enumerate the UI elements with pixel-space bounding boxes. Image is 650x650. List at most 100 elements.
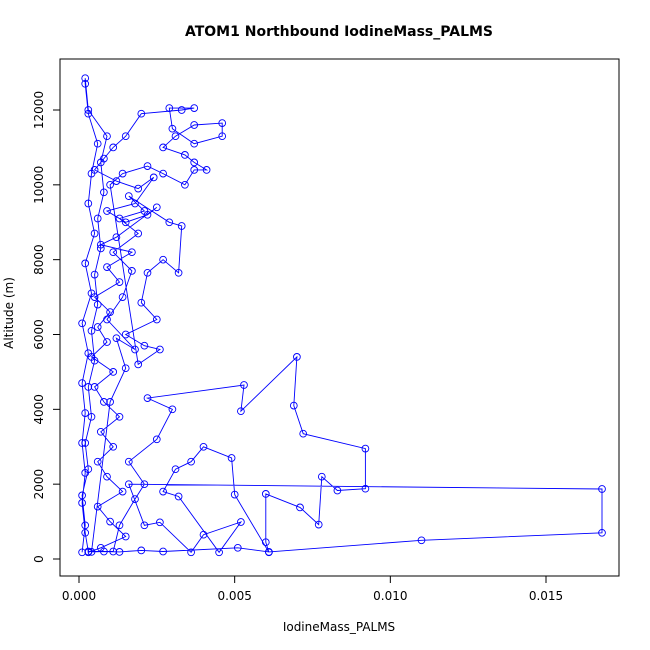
y-tick-label: 4000 bbox=[32, 394, 46, 425]
data-point bbox=[299, 429, 308, 438]
data-point bbox=[159, 143, 167, 152]
data-point bbox=[168, 405, 177, 414]
data-point bbox=[296, 503, 304, 512]
data-point bbox=[115, 521, 124, 530]
data-point bbox=[115, 214, 124, 223]
data-point bbox=[293, 353, 301, 361]
data-point bbox=[333, 486, 342, 495]
data-point bbox=[181, 180, 189, 189]
data-point bbox=[84, 109, 93, 118]
data-point bbox=[118, 293, 127, 301]
data-point bbox=[87, 548, 96, 556]
data-point bbox=[261, 490, 270, 498]
data-point bbox=[115, 548, 124, 556]
data-point bbox=[140, 480, 149, 489]
data-point bbox=[177, 106, 186, 114]
data-point bbox=[78, 548, 86, 557]
data-point bbox=[81, 528, 90, 537]
data-point bbox=[78, 319, 86, 328]
x-tick-label: 0.005 bbox=[217, 589, 251, 603]
y-tick-label: 10000 bbox=[32, 166, 46, 204]
data-point bbox=[109, 368, 118, 376]
data-point bbox=[598, 485, 606, 493]
data-point bbox=[152, 203, 161, 212]
data-point bbox=[93, 214, 102, 223]
data-point bbox=[100, 154, 108, 163]
data-point bbox=[109, 143, 118, 152]
data-point bbox=[361, 444, 370, 453]
data-point bbox=[140, 521, 149, 530]
y-tick-label: 8000 bbox=[32, 244, 46, 275]
data-point bbox=[96, 427, 105, 436]
data-point bbox=[78, 499, 86, 507]
data-point bbox=[143, 394, 152, 402]
data-point bbox=[143, 162, 152, 170]
data-point bbox=[90, 293, 99, 301]
y-axis-label: Altitude (m) bbox=[2, 277, 16, 349]
data-point bbox=[90, 166, 99, 174]
data-point bbox=[159, 487, 167, 496]
data-point bbox=[112, 334, 121, 343]
data-point bbox=[103, 472, 111, 481]
data-point bbox=[134, 229, 143, 238]
data-point bbox=[87, 326, 96, 335]
data-point bbox=[218, 119, 227, 127]
data-point bbox=[174, 268, 183, 277]
x-tick-label: 0.000 bbox=[62, 589, 96, 603]
y-tick-label: 6000 bbox=[32, 319, 46, 350]
data-point bbox=[190, 158, 199, 167]
data-point bbox=[115, 412, 124, 421]
data-point bbox=[202, 166, 211, 174]
data-point bbox=[96, 240, 105, 249]
data-point bbox=[124, 480, 133, 489]
data-point bbox=[84, 548, 93, 557]
data-point bbox=[317, 472, 326, 481]
plot-frame bbox=[59, 58, 620, 577]
data-point bbox=[121, 364, 130, 373]
data-point bbox=[171, 132, 180, 141]
y-tick-label: 12000 bbox=[32, 91, 46, 129]
data-point bbox=[159, 169, 167, 178]
data-point bbox=[156, 345, 164, 354]
data-point bbox=[124, 192, 133, 200]
data-point bbox=[81, 74, 90, 83]
data-point bbox=[118, 487, 127, 496]
data-point bbox=[81, 259, 90, 268]
data-point bbox=[190, 104, 199, 112]
data-point bbox=[109, 547, 118, 556]
data-point bbox=[215, 548, 223, 557]
data-point bbox=[361, 484, 370, 493]
data-point bbox=[128, 248, 136, 257]
data-point bbox=[190, 166, 199, 174]
data-point bbox=[90, 229, 99, 238]
data-point bbox=[314, 520, 323, 529]
series-layer bbox=[78, 74, 606, 557]
x-tick-label: 0.015 bbox=[529, 589, 563, 603]
data-point bbox=[93, 502, 102, 511]
data-point bbox=[103, 132, 111, 141]
data-point bbox=[165, 218, 174, 227]
data-point bbox=[124, 457, 133, 466]
data-point bbox=[81, 469, 90, 477]
data-point bbox=[84, 199, 93, 208]
data-point bbox=[96, 244, 105, 253]
data-point bbox=[78, 439, 86, 447]
data-point bbox=[103, 263, 111, 271]
data-point bbox=[121, 532, 130, 541]
data-point bbox=[106, 180, 114, 189]
data-point bbox=[118, 169, 127, 178]
data-point bbox=[84, 383, 93, 391]
data-point bbox=[149, 173, 158, 182]
data-point bbox=[159, 547, 167, 556]
data-point bbox=[598, 528, 606, 537]
data-point bbox=[109, 442, 118, 451]
data-point bbox=[190, 139, 199, 148]
data-point bbox=[181, 151, 189, 159]
data-point bbox=[109, 248, 118, 257]
data-point bbox=[289, 401, 298, 410]
data-point bbox=[84, 106, 93, 114]
data-point bbox=[137, 546, 146, 555]
data-point bbox=[115, 278, 124, 286]
data-point bbox=[87, 412, 96, 421]
